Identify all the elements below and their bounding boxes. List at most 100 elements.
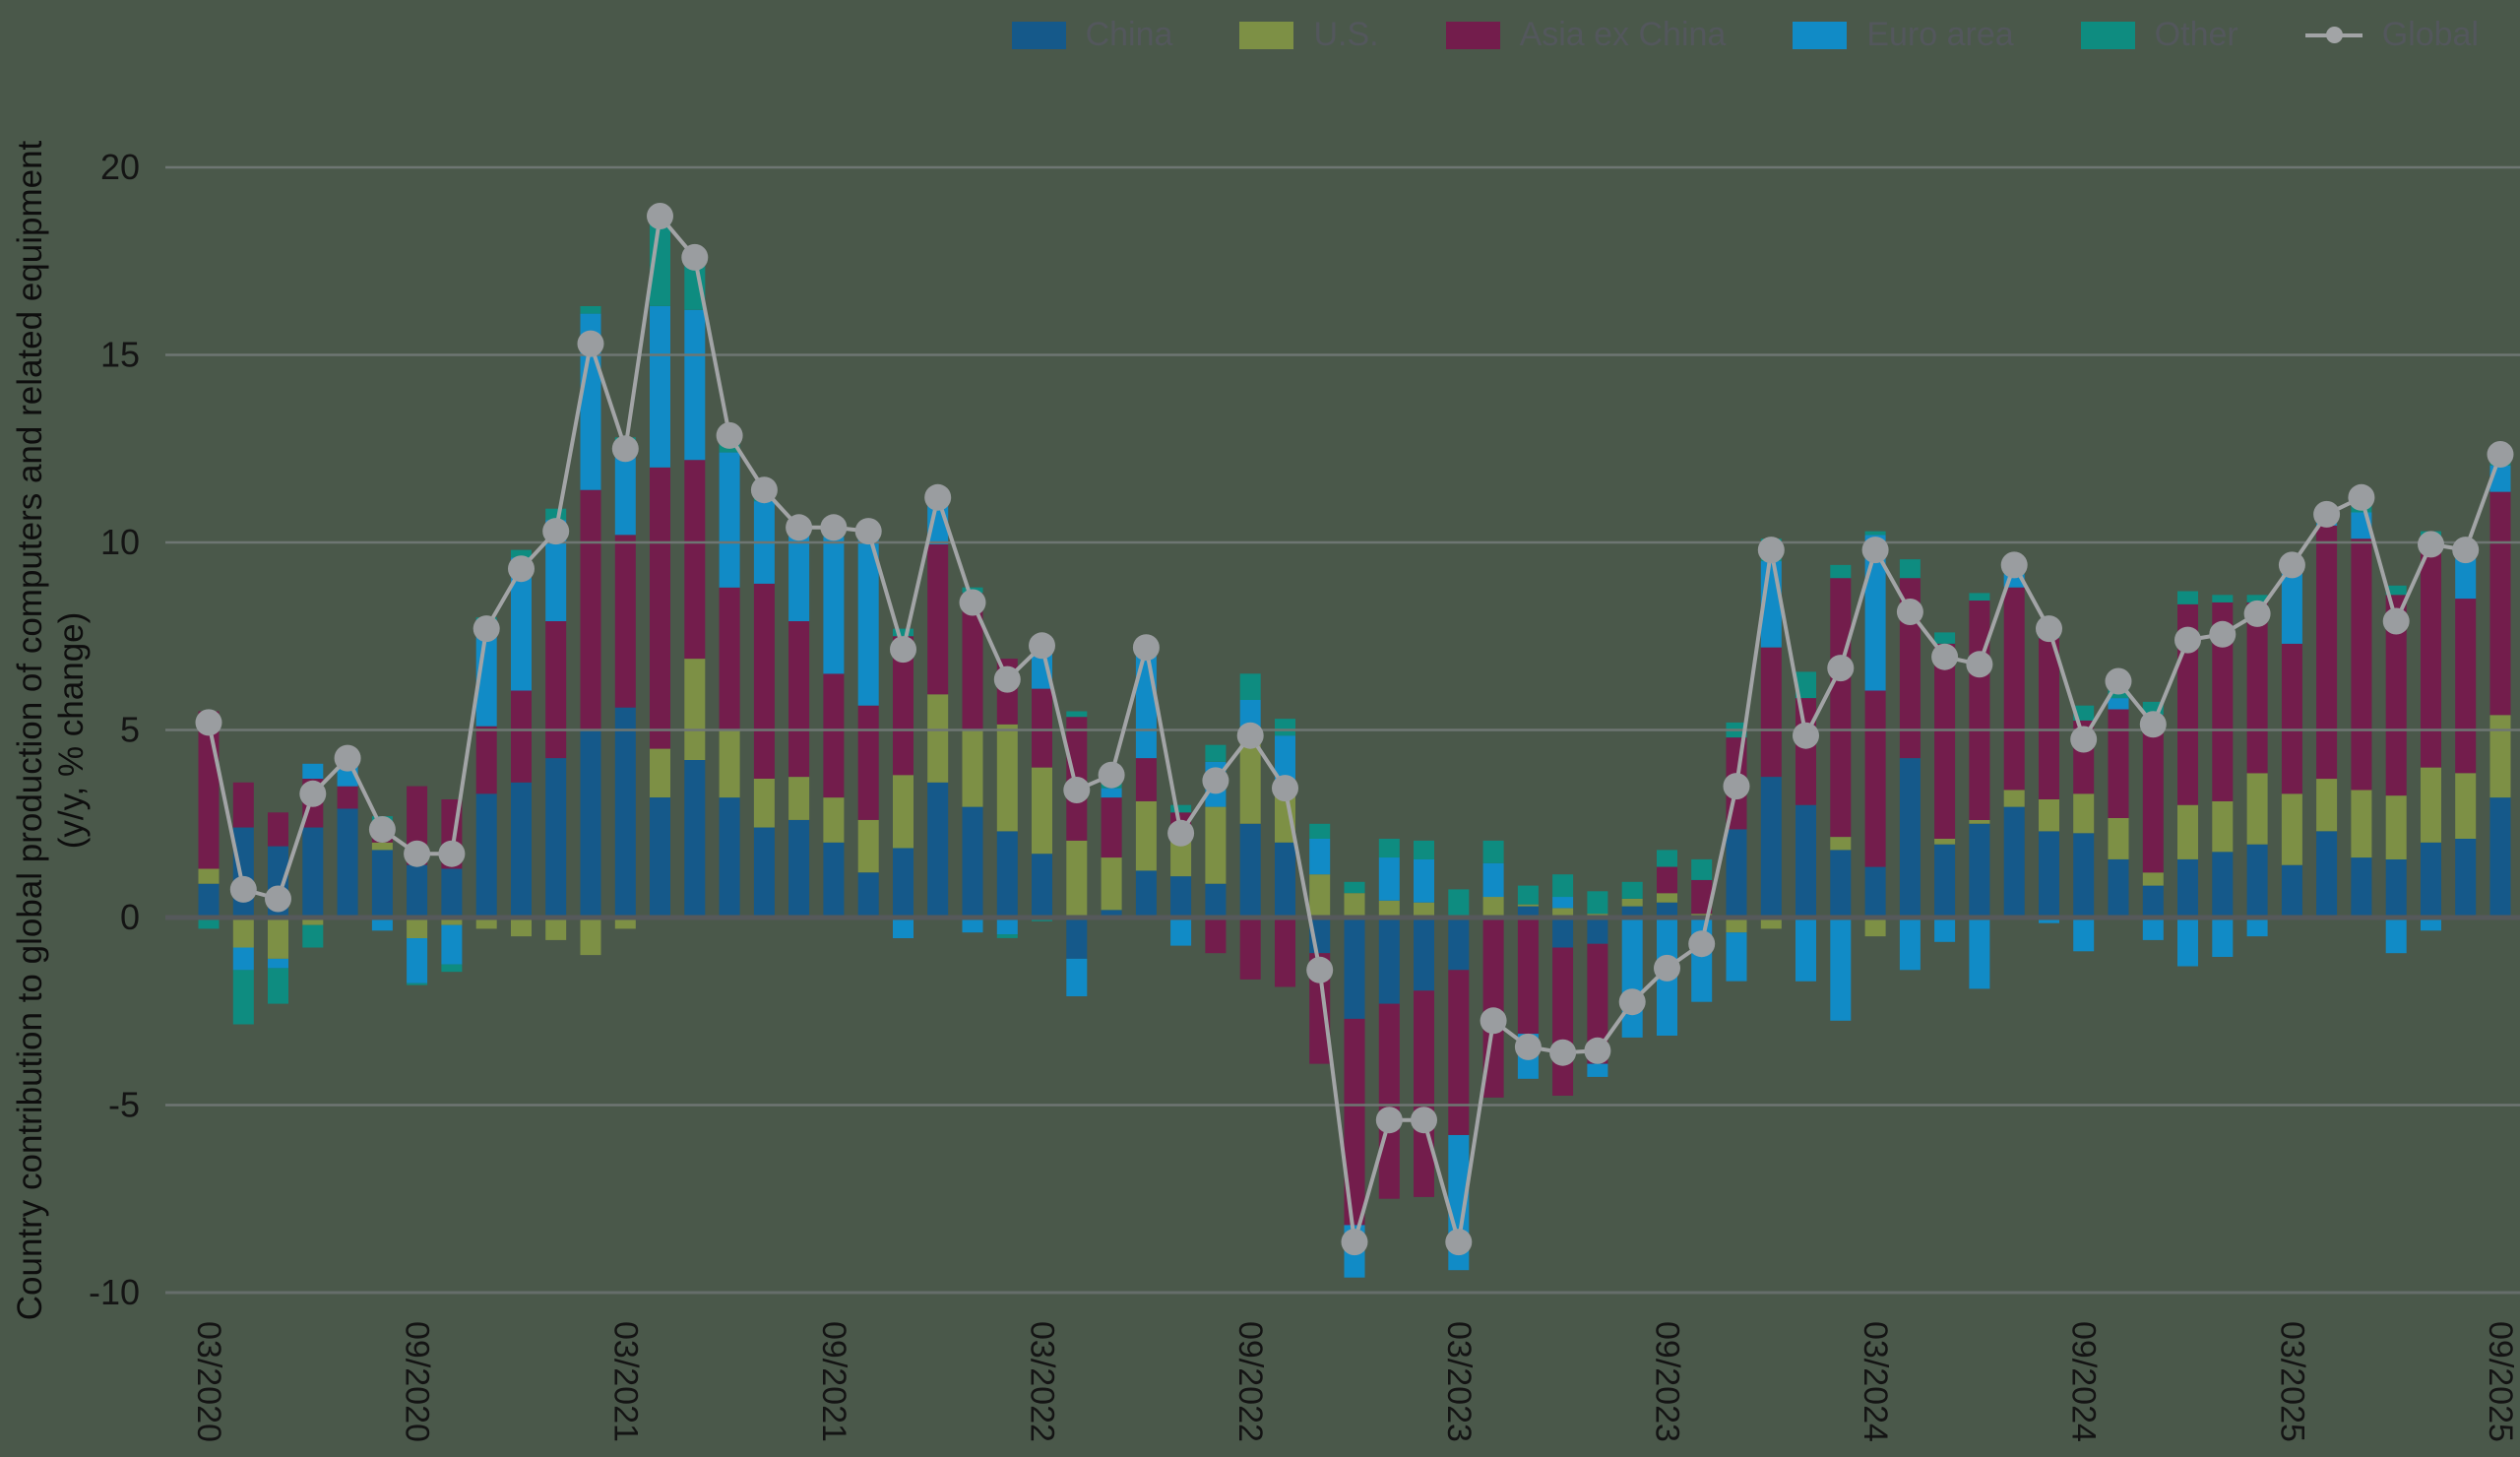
bar-segment-u-s- [1205, 806, 1227, 884]
bar-segment-china [2142, 885, 2164, 918]
bar-segment-asia-ex-china [475, 726, 497, 794]
bar-segment-china [1760, 777, 1782, 918]
x-tick-label: 03/2024 [1857, 1321, 1894, 1442]
bar-segment-other [232, 970, 254, 1025]
y-axis-title-line-1: Country contribution to global productio… [11, 140, 49, 1320]
global-marker [1202, 767, 1229, 794]
bar-segment-china [1378, 918, 1400, 1004]
bar-segment-u-s- [302, 918, 324, 925]
global-marker [1167, 819, 1195, 847]
x-tick-label: 03/2023 [1440, 1321, 1478, 1442]
bar-segment-other [1934, 632, 1956, 644]
global-marker [2278, 551, 2305, 579]
bar-segment-asia-ex-china [2489, 491, 2511, 716]
bar-segment-asia-ex-china [1934, 643, 1956, 839]
global-marker [1861, 537, 1889, 564]
global-marker [1966, 651, 1993, 678]
global-marker [1029, 632, 1055, 660]
bar-segment-u-s- [441, 918, 463, 925]
bar-segment-asia-ex-china [2316, 525, 2338, 780]
bar-segment-euro-area [1066, 958, 1088, 996]
bar-segment-euro-area [962, 918, 983, 933]
global-marker [1306, 956, 1334, 983]
bar-segment-asia-ex-china [1587, 943, 1608, 1064]
legend-item-china: China [1011, 16, 1173, 54]
bar-segment-asia-ex-china [1760, 647, 1782, 778]
y-tick-label: 20 [100, 147, 140, 187]
legend-item-euro-area: Euro area [1793, 16, 2014, 54]
bar-segment-asia-ex-china [2039, 638, 2059, 799]
x-tick-label: 03/2022 [1024, 1321, 1061, 1442]
asia-ex-china-swatch-icon [1445, 21, 1500, 49]
legend-item-global: Global [2304, 16, 2479, 54]
bars-layer [198, 216, 2511, 1278]
bar-segment-china [2212, 852, 2234, 918]
bar-segment-china [511, 782, 532, 918]
bar-segment-other [268, 968, 288, 1004]
global-marker [1793, 722, 1819, 749]
bar-segment-other [1205, 744, 1227, 762]
gridlines-layer [165, 165, 2520, 1295]
bar-segment-asia-ex-china [927, 543, 949, 695]
bar-segment-u-s- [2003, 790, 2025, 807]
y-tick-label: 10 [100, 522, 140, 562]
bar-segment-u-s- [1344, 893, 1365, 918]
bar-segment-u-s- [1101, 857, 1122, 911]
bar-segment-u-s- [1135, 800, 1157, 871]
bar-segment-china [996, 831, 1018, 918]
bar-segment-china [962, 806, 983, 918]
bar-segment-other [1170, 804, 1192, 813]
bar-segment-asia-ex-china [1969, 601, 1990, 820]
bar-segment-euro-area [857, 538, 879, 706]
bar-segment-other [1691, 858, 1713, 880]
bar-segment-u-s- [1066, 840, 1088, 918]
bar-segment-u-s- [1239, 740, 1261, 824]
bar-segment-other [1830, 564, 1852, 579]
bar-segment-u-s- [2246, 773, 2268, 845]
bar-segment-china [2421, 842, 2441, 918]
bar-segment-asia-ex-china [1378, 1003, 1400, 1199]
bar-segment-euro-area [1378, 857, 1400, 901]
bar-segment-u-s- [2351, 790, 2372, 858]
bar-segment-euro-area [475, 619, 497, 727]
bar-segment-euro-area [232, 947, 254, 971]
bar-segment-china [1969, 823, 1990, 919]
bar-segment-euro-area [1726, 932, 1747, 982]
bar-segment-asia-ex-china [857, 705, 879, 820]
bar-segment-euro-area [371, 918, 393, 931]
bar-segment-other [893, 628, 914, 637]
bar-segment-china [753, 827, 775, 918]
global-marker [508, 555, 535, 583]
bar-segment-asia-ex-china [962, 593, 983, 730]
y-tick-label: 5 [120, 710, 140, 750]
bar-segment-euro-area [893, 918, 914, 938]
bar-segment-u-s- [2421, 767, 2441, 843]
x-tick-label: 09/2025 [2482, 1321, 2519, 1442]
bar-segment-china [2489, 797, 2511, 918]
bar-segment-china [1239, 823, 1261, 919]
bar-segment-asia-ex-china [1691, 879, 1713, 915]
bar-segment-euro-area [1587, 1063, 1608, 1077]
bar-segment-u-s- [1969, 819, 1990, 824]
bar-segment-other [1864, 531, 1886, 536]
bar-segment-other [996, 934, 1018, 938]
bar-segment-china [684, 760, 706, 918]
global-marker [1445, 1229, 1473, 1256]
bar-segment-asia-ex-china [684, 460, 706, 660]
bar-segment-china [2246, 844, 2268, 918]
bar-segment-asia-ex-china [753, 583, 775, 779]
other-swatch-icon [2080, 21, 2135, 49]
global-marker [2487, 441, 2514, 468]
legend-label: China [1085, 16, 1173, 53]
bar-segment-china [1101, 910, 1122, 918]
bar-segment-euro-area [511, 557, 532, 691]
bar-segment-china [927, 782, 949, 918]
global-marker [2418, 531, 2444, 558]
bar-segment-u-s- [2385, 795, 2407, 859]
bar-segment-china [2073, 833, 2095, 918]
bar-segment-china [2177, 858, 2198, 918]
bar-segment-euro-area [2385, 918, 2407, 954]
bar-segment-asia-ex-china [1135, 758, 1157, 801]
global-marker [993, 665, 1021, 693]
bar-segment-euro-area [1482, 862, 1504, 898]
